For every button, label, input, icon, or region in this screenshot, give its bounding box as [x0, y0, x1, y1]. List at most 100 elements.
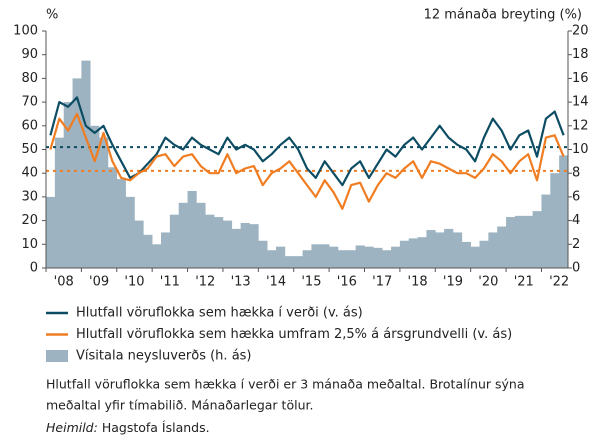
bar — [426, 230, 436, 268]
y-tick-label: 0 — [30, 261, 38, 276]
x-tick-label: '15 — [301, 275, 321, 290]
bar — [514, 215, 525, 268]
bar — [506, 217, 516, 268]
x-tick-label: '12 — [195, 275, 215, 290]
bar — [293, 256, 303, 268]
bar — [178, 202, 188, 268]
y2-tick-label: 16 — [572, 71, 589, 86]
x-tick-label: '10 — [124, 275, 144, 290]
bar — [382, 250, 392, 268]
bar — [479, 240, 489, 268]
x-tick-label: '22 — [549, 275, 569, 290]
bar — [284, 256, 295, 268]
bar — [364, 246, 374, 268]
y2-tick-label: 18 — [572, 47, 589, 62]
y-tick-label: 70 — [21, 95, 38, 110]
y-tick-label: 60 — [21, 118, 38, 133]
legend-label: Hlutfall vöruflokka sem hækka í verði (v… — [76, 306, 363, 321]
bar — [205, 214, 215, 268]
bar — [90, 125, 100, 268]
source-label: Heimild: — [46, 420, 98, 435]
bar — [143, 234, 153, 268]
source: Heimild: Hagstofa Íslands. — [46, 420, 210, 435]
y-tick-label: 10 — [21, 237, 38, 252]
x-tick-label: '08 — [54, 275, 74, 290]
bar — [470, 246, 480, 268]
y-axis-label: % — [46, 8, 58, 23]
bar — [355, 245, 365, 268]
bar — [46, 196, 56, 268]
bar — [373, 247, 383, 268]
bar — [276, 246, 286, 268]
bar — [240, 222, 250, 268]
bar — [311, 244, 321, 268]
bar — [169, 214, 180, 268]
bar — [320, 244, 330, 268]
x-tick-label: '13 — [231, 275, 251, 290]
note: meðaltal yfir tímabilið. Mánaðarlegar tö… — [46, 398, 313, 413]
line — [49, 96, 565, 187]
bar — [302, 250, 312, 268]
note: Hlutfall vöruflokka sem hækka í verði er… — [46, 377, 525, 392]
x-tick-label: '19 — [443, 275, 463, 290]
source-text: Hagstofa Íslands. — [102, 420, 210, 435]
y-tick-label: 50 — [21, 142, 38, 157]
x-tick-label: '16 — [337, 275, 357, 290]
y2-tick-label: 2 — [572, 237, 580, 252]
y2-tick-label: 8 — [572, 166, 580, 181]
bar — [267, 250, 277, 268]
bar — [523, 215, 533, 268]
bar — [161, 232, 171, 268]
y-tick-label: 80 — [21, 71, 38, 86]
bar — [408, 238, 418, 268]
bar — [417, 237, 427, 268]
x-tick-label: '09 — [89, 275, 109, 290]
bar — [532, 211, 542, 268]
line — [49, 112, 565, 210]
bar — [399, 240, 410, 268]
x-tick-label: '20 — [478, 275, 498, 290]
bar — [435, 232, 445, 268]
y2-tick-label: 10 — [572, 142, 589, 157]
y-tick-label: 100 — [13, 24, 38, 39]
bar — [196, 202, 206, 268]
bar — [107, 167, 118, 268]
bar — [550, 173, 560, 268]
bar — [329, 246, 339, 268]
bar — [99, 137, 109, 268]
bar — [497, 226, 507, 268]
bar — [461, 241, 471, 268]
bar — [125, 196, 135, 268]
legend-swatch — [46, 350, 68, 362]
bar — [391, 246, 401, 268]
bar — [222, 220, 233, 268]
bar — [134, 220, 144, 268]
bar — [444, 228, 454, 268]
bar — [81, 60, 91, 268]
y2-tick-label: 20 — [572, 24, 589, 39]
x-tick-label: '11 — [160, 275, 180, 290]
legend-label: Vísitala neysluverðs (h. ás) — [76, 349, 252, 364]
bar — [541, 194, 551, 268]
y2-tick-label: 6 — [572, 189, 580, 204]
x-tick-label: '21 — [514, 275, 534, 290]
bar — [258, 240, 268, 268]
x-tick-label: '17 — [372, 275, 392, 290]
x-tick-label: '14 — [266, 275, 286, 290]
bar — [214, 217, 224, 268]
bar — [249, 224, 259, 268]
y-tick-label: 90 — [21, 47, 38, 62]
y2-tick-label: 4 — [572, 213, 580, 228]
y-tick-label: 40 — [21, 166, 38, 181]
bar — [116, 179, 126, 268]
legend-label: Hlutfall vöruflokka sem hækka umfram 2,5… — [76, 327, 512, 342]
y-tick-label: 30 — [21, 189, 38, 204]
bar — [488, 232, 498, 268]
y2-tick-label: 0 — [572, 261, 580, 276]
bar — [187, 190, 197, 268]
bar — [559, 155, 569, 268]
x-tick-label: '18 — [408, 275, 428, 290]
y2-tick-label: 14 — [572, 95, 589, 110]
bar — [231, 228, 241, 268]
